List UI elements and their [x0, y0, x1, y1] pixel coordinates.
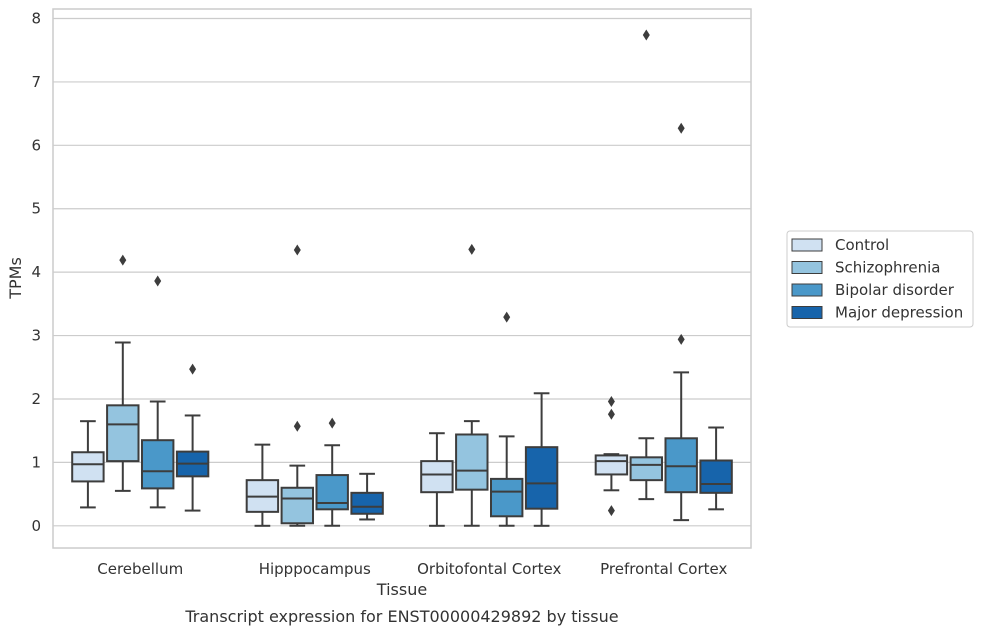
- x-tick-label: Orbitofontal Cortex: [417, 560, 561, 578]
- legend-swatch: [791, 238, 823, 252]
- box-plot: [420, 432, 454, 527]
- y-tick-label: 8: [31, 10, 41, 28]
- box: [350, 491, 384, 515]
- outlier-point: [607, 505, 615, 517]
- y-tick-label: 7: [31, 73, 41, 91]
- y-tick-label: 1: [31, 453, 41, 471]
- outlier-point: [154, 275, 162, 287]
- box: [280, 486, 315, 525]
- box: [489, 477, 524, 518]
- outlier-point: [293, 420, 301, 432]
- x-tick-labels: Cerebellum Hipppocampus Orbitofontal Corte…: [97, 560, 727, 578]
- x-axis-title: Tissue: [376, 580, 427, 599]
- box-plot: [524, 392, 559, 527]
- y-tick-label: 4: [31, 263, 41, 281]
- box-plot: [699, 426, 733, 511]
- outlier-point: [642, 29, 650, 41]
- box: [106, 404, 140, 463]
- y-axis-title: TPMs: [6, 257, 25, 300]
- box-plot: [245, 443, 280, 527]
- legend-label: Major depression: [835, 304, 963, 322]
- x-tick-label: Prefrontal Cortex: [600, 560, 727, 578]
- outlier-point: [607, 408, 615, 420]
- box: [524, 446, 559, 510]
- outlier-point: [328, 417, 336, 429]
- legend-swatch: [791, 283, 823, 297]
- y-tick-label: 0: [31, 517, 41, 535]
- box: [455, 433, 489, 491]
- y-tick-label: 3: [31, 327, 41, 345]
- box-plot: [71, 420, 105, 509]
- box: [420, 460, 454, 494]
- box-plot: [140, 275, 175, 509]
- outlier-point: [503, 311, 511, 323]
- y-tick-label: 2: [31, 390, 41, 408]
- box: [699, 459, 733, 494]
- box: [315, 474, 349, 511]
- boxes: [71, 29, 733, 527]
- legend-label: Control: [835, 236, 889, 254]
- box-plot: [106, 254, 140, 492]
- legend-swatch: [791, 261, 823, 274]
- legend: Control Schizophrenia Bipolar disorder Majo…: [786, 230, 974, 328]
- box-plot: [629, 29, 664, 501]
- box-plot: [489, 311, 524, 527]
- chart-caption: Transcript expression for ENST0000042989…: [184, 607, 618, 626]
- box-plot: [350, 472, 384, 521]
- outlier-point: [468, 243, 476, 255]
- box: [71, 451, 105, 483]
- box: [594, 454, 629, 476]
- outlier-point: [189, 363, 197, 375]
- box-plot: [280, 244, 315, 527]
- legend-label: Bipolar disorder: [835, 281, 955, 299]
- legend-frame: [786, 230, 974, 328]
- outlier-point: [293, 244, 301, 256]
- box-plot: [594, 396, 629, 517]
- box: [140, 439, 175, 490]
- x-tick-label: Cerebellum: [97, 560, 183, 578]
- y-tick-label: 6: [31, 136, 41, 154]
- box-plot: [664, 122, 698, 522]
- y-tick-labels: 0 1 2 3 4 5 6 7 8: [31, 10, 41, 535]
- legend-swatch: [791, 306, 823, 319]
- box-plot: [455, 243, 489, 527]
- outlier-point: [607, 396, 615, 408]
- outlier-point: [119, 254, 127, 266]
- outlier-point: [677, 333, 685, 345]
- y-tick-label: 5: [31, 200, 41, 218]
- box-plot: [175, 363, 210, 512]
- box: [629, 456, 664, 482]
- outlier-point: [677, 122, 685, 134]
- x-tick-label: Hipppocampus: [259, 560, 371, 578]
- legend-label: Schizophrenia: [835, 259, 940, 277]
- box-plot: [315, 417, 349, 527]
